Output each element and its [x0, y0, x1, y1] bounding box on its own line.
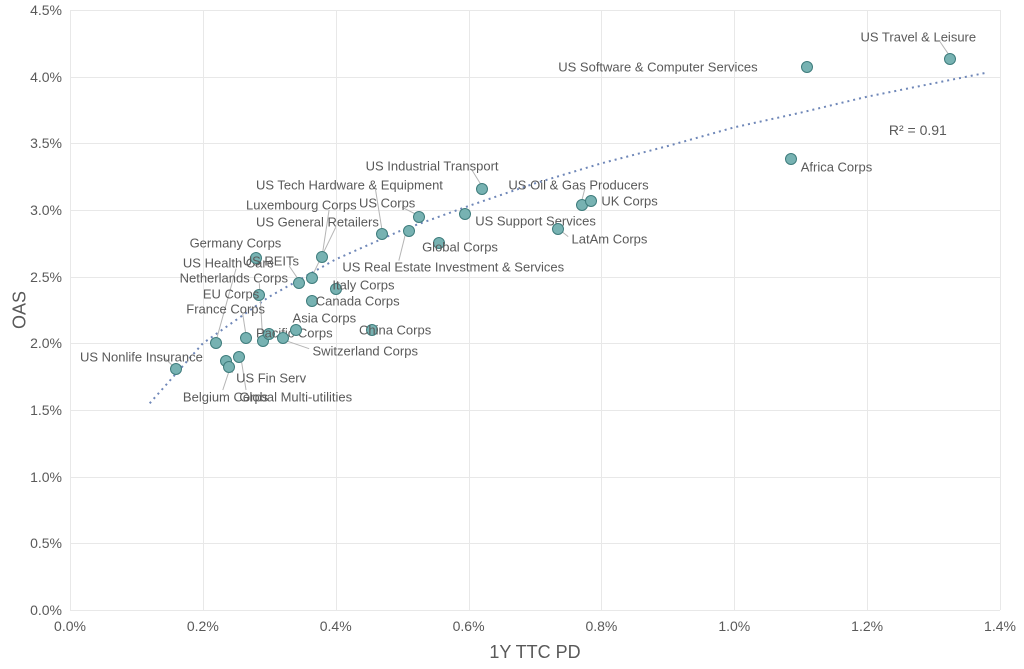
- data-point[interactable]: [944, 53, 956, 65]
- data-point-label: UK Corps: [601, 194, 657, 207]
- grid-line-horizontal: [70, 77, 1000, 78]
- data-point[interactable]: [476, 183, 488, 195]
- data-point[interactable]: [376, 228, 388, 240]
- data-point[interactable]: [277, 332, 289, 344]
- data-point[interactable]: [801, 61, 813, 73]
- data-point-label: Italy Corps: [332, 278, 394, 291]
- y-tick-label: 0.0%: [30, 602, 62, 618]
- data-point-label: Africa Corps: [801, 161, 873, 174]
- grid-line-horizontal: [70, 543, 1000, 544]
- data-point[interactable]: [210, 337, 222, 349]
- grid-line-vertical: [867, 10, 868, 610]
- data-point-label: US REITs: [243, 254, 299, 267]
- data-point-label: US Oil & Gas Producers: [508, 178, 648, 191]
- data-point[interactable]: [552, 223, 564, 235]
- data-point-label: Switzerland Corps: [312, 345, 418, 358]
- y-tick-label: 4.5%: [30, 2, 62, 18]
- data-point-label: Luxembourg Corps: [246, 198, 357, 211]
- grid-line-vertical: [601, 10, 602, 610]
- data-point[interactable]: [170, 363, 182, 375]
- grid-line-vertical: [70, 10, 71, 610]
- plot-area: US Nonlife InsuranceUS Fin ServBelgium C…: [70, 10, 1000, 610]
- data-point-label: Global Corps: [422, 241, 498, 254]
- data-point[interactable]: [316, 251, 328, 263]
- grid-line-horizontal: [70, 410, 1000, 411]
- grid-line-horizontal: [70, 610, 1000, 611]
- y-tick-label: 2.5%: [30, 269, 62, 285]
- grid-line-horizontal: [70, 143, 1000, 144]
- x-tick-label: 0.2%: [187, 618, 219, 634]
- data-point[interactable]: [233, 351, 245, 363]
- y-tick-label: 1.0%: [30, 469, 62, 485]
- data-point-label: France Corps: [186, 302, 265, 315]
- y-tick-label: 4.0%: [30, 69, 62, 85]
- grid-line-vertical: [1000, 10, 1001, 610]
- data-point-label: US Corps: [359, 197, 415, 210]
- y-tick-label: 2.0%: [30, 335, 62, 351]
- data-point-label: US Real Estate Investment & Services: [342, 261, 564, 274]
- y-tick-label: 0.5%: [30, 535, 62, 551]
- x-tick-label: 0.0%: [54, 618, 86, 634]
- x-tick-label: 1.0%: [718, 618, 750, 634]
- x-tick-label: 1.2%: [851, 618, 883, 634]
- data-point[interactable]: [459, 208, 471, 220]
- y-tick-label: 3.5%: [30, 135, 62, 151]
- data-point[interactable]: [785, 153, 797, 165]
- data-point-label: US Tech Hardware & Equipment: [256, 178, 443, 191]
- data-point-label: Canada Corps: [316, 294, 400, 307]
- data-point-label: Asia Corps: [293, 312, 357, 325]
- grid-line-vertical: [734, 10, 735, 610]
- data-point[interactable]: [293, 277, 305, 289]
- data-point-label: US Software & Computer Services: [558, 61, 757, 74]
- data-point-label: US Fin Serv: [236, 372, 306, 385]
- x-tick-label: 0.8%: [585, 618, 617, 634]
- x-tick-label: 1.4%: [984, 618, 1016, 634]
- grid-line-horizontal: [70, 477, 1000, 478]
- data-point-label: US Travel & Leisure: [861, 30, 977, 43]
- data-point-label: Netherlands Corps: [180, 272, 288, 285]
- scatter-chart: US Nonlife InsuranceUS Fin ServBelgium C…: [0, 0, 1024, 669]
- y-tick-label: 1.5%: [30, 402, 62, 418]
- data-point-label: EU Corps: [203, 288, 259, 301]
- x-axis-title: 1Y TTC PD: [489, 642, 580, 663]
- grid-line-horizontal: [70, 10, 1000, 11]
- grid-line-horizontal: [70, 210, 1000, 211]
- x-tick-label: 0.6%: [453, 618, 485, 634]
- data-point[interactable]: [585, 195, 597, 207]
- data-point-label: Global Multi-utilities: [239, 390, 352, 403]
- x-tick-label: 0.4%: [320, 618, 352, 634]
- data-point-label: Germany Corps: [190, 237, 282, 250]
- data-point-label: LatAm Corps: [572, 233, 648, 246]
- data-point[interactable]: [306, 272, 318, 284]
- data-point-label: US Industrial Transport: [366, 160, 499, 173]
- data-point[interactable]: [240, 332, 252, 344]
- grid-line-vertical: [469, 10, 470, 610]
- data-point[interactable]: [223, 361, 235, 373]
- data-point[interactable]: [290, 324, 302, 336]
- y-tick-label: 3.0%: [30, 202, 62, 218]
- data-point-label: US Nonlife Insurance: [80, 350, 203, 363]
- data-point[interactable]: [413, 211, 425, 223]
- data-point-label: US General Retailers: [256, 216, 379, 229]
- y-axis-title: OAS: [10, 291, 31, 329]
- data-point[interactable]: [403, 225, 415, 237]
- data-point-label: China Corps: [359, 324, 431, 337]
- data-point-label: US Support Services: [475, 214, 596, 227]
- r-squared-label: R² = 0.91: [889, 122, 947, 138]
